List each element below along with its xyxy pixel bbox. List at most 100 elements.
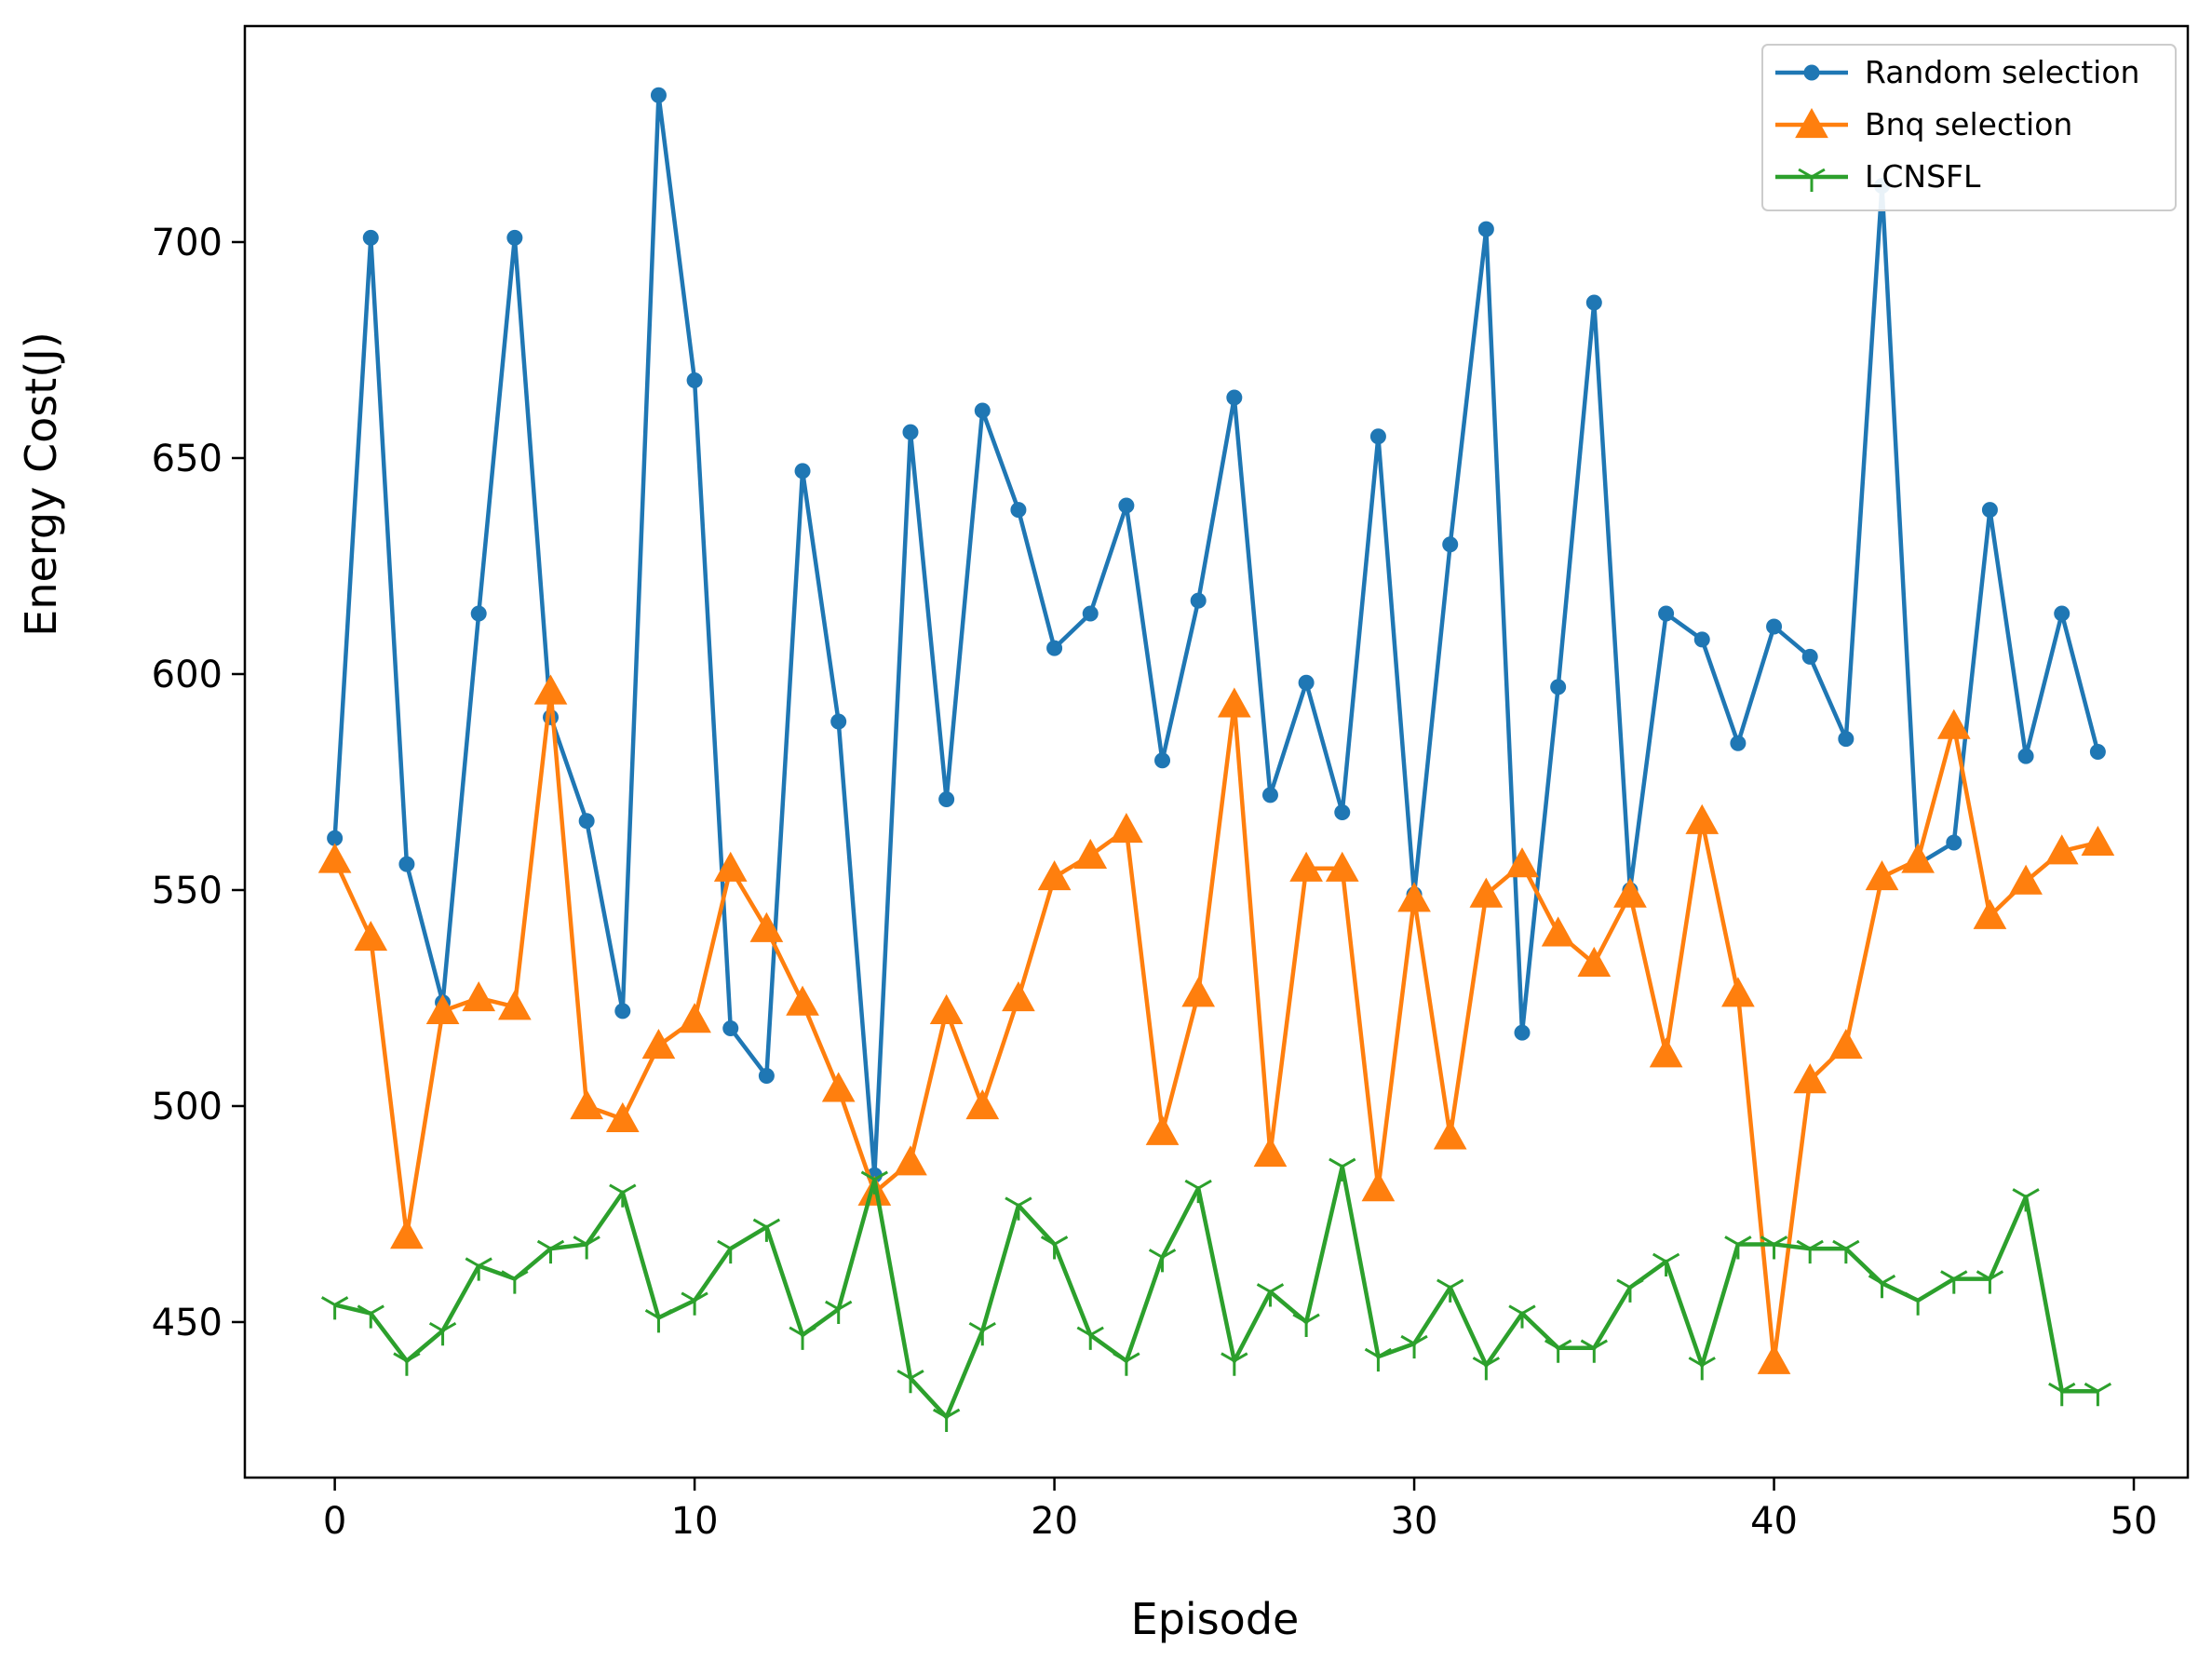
data-point-lcnsfl — [1976, 1270, 2004, 1294]
data-point-lcnsfl — [644, 1309, 673, 1333]
data-point-lcnsfl — [681, 1291, 708, 1316]
data-point-random-selection — [1369, 428, 1386, 445]
data-point-random-selection — [722, 1020, 739, 1036]
data-point-lcnsfl — [1292, 1313, 1320, 1337]
data-point-bnq-selection — [749, 912, 784, 942]
legend-swatch-marker — [1798, 168, 1826, 192]
data-point-random-selection — [2017, 748, 2034, 764]
data-point-bnq-selection — [1828, 1028, 1863, 1060]
series-bnq-selection — [317, 674, 2115, 1374]
data-point-random-selection — [1010, 502, 1027, 519]
data-point-lcnsfl — [1329, 1157, 1356, 1182]
x-tick-label: 30 — [1391, 1500, 1438, 1543]
data-point-random-selection — [1550, 679, 1567, 695]
data-point-random-selection — [1766, 618, 1783, 635]
data-point-random-selection — [2054, 605, 2070, 622]
data-point-bnq-selection — [1793, 1063, 1828, 1094]
data-point-random-selection — [1477, 221, 1494, 237]
data-point-bnq-selection — [1505, 847, 1539, 878]
data-point-random-selection — [794, 463, 811, 479]
data-point-random-selection — [1585, 294, 1602, 311]
y-tick-label: 500 — [152, 1086, 223, 1128]
data-point-bnq-selection — [786, 985, 819, 1016]
data-point-random-selection — [902, 424, 919, 440]
data-point-bnq-selection — [1973, 898, 2007, 929]
data-point-random-selection — [1298, 674, 1315, 691]
data-point-bnq-selection — [929, 993, 964, 1024]
data-point-lcnsfl — [789, 1326, 816, 1350]
data-point-lcnsfl — [1076, 1326, 1104, 1350]
legend-box — [1761, 44, 2177, 211]
data-point-bnq-selection — [354, 920, 388, 952]
data-point-lcnsfl — [536, 1239, 565, 1264]
data-point-lcnsfl — [1400, 1334, 1428, 1359]
data-point-bnq-selection — [1865, 860, 1899, 891]
data-point-lcnsfl — [1005, 1196, 1032, 1221]
data-point-random-selection — [1658, 605, 1675, 622]
data-point-bnq-selection — [1577, 946, 1612, 977]
data-point-random-selection — [398, 856, 415, 872]
data-point-bnq-selection — [713, 851, 748, 882]
data-point-bnq-selection — [1181, 977, 1216, 1007]
data-point-lcnsfl — [1364, 1347, 1393, 1372]
x-tick-label: 50 — [2111, 1500, 2158, 1543]
data-point-lcnsfl — [1040, 1236, 1069, 1260]
data-point-lcnsfl — [932, 1408, 961, 1433]
data-point-lcnsfl — [860, 1170, 889, 1195]
legend-swatch-marker — [1795, 107, 1828, 139]
y-tick-label: 650 — [152, 438, 223, 480]
data-point-lcnsfl — [465, 1257, 492, 1281]
data-point-lcnsfl — [1904, 1291, 1932, 1316]
data-point-bnq-selection — [821, 1072, 856, 1102]
data-point-random-selection — [830, 713, 847, 730]
data-point-random-selection — [1118, 497, 1135, 514]
data-point-lcnsfl — [1148, 1249, 1177, 1273]
data-point-lcnsfl — [609, 1183, 637, 1208]
data-point-lcnsfl — [717, 1239, 745, 1264]
data-point-lcnsfl — [1113, 1352, 1140, 1376]
legend[interactable]: Random selection Bnq selection LCNSFL — [1761, 44, 2177, 211]
data-point-random-selection — [1693, 631, 1710, 648]
data-point-random-selection — [470, 605, 487, 622]
data-point-bnq-selection — [1145, 1114, 1180, 1145]
data-point-random-selection — [1082, 605, 1099, 622]
data-point-random-selection — [2089, 744, 2106, 760]
data-point-lcnsfl — [1868, 1274, 1896, 1299]
data-point-bnq-selection — [1649, 1037, 1683, 1068]
x-tick-label: 0 — [323, 1500, 346, 1543]
data-point-bnq-selection — [678, 1003, 711, 1033]
data-point-bnq-selection — [1361, 1171, 1396, 1202]
data-point-bnq-selection — [1721, 977, 1755, 1007]
data-point-bnq-selection — [605, 1101, 640, 1132]
legend-swatch-marker — [1803, 64, 1820, 81]
data-point-random-selection — [362, 229, 379, 246]
data-point-lcnsfl — [501, 1270, 529, 1294]
data-point-lcnsfl — [1616, 1278, 1644, 1303]
data-point-bnq-selection — [1397, 882, 1431, 912]
data-point-random-selection — [1334, 803, 1351, 820]
data-point-bnq-selection — [1073, 838, 1108, 869]
data-point-bnq-selection — [1541, 916, 1575, 947]
data-point-bnq-selection — [1110, 812, 1143, 844]
legend-item-random-selection[interactable]: Random selection — [1775, 54, 2139, 90]
legend-item-bnq-selection[interactable]: Bnq selection — [1775, 106, 2072, 142]
data-point-random-selection — [650, 87, 667, 103]
data-point-lcnsfl — [320, 1296, 349, 1320]
data-point-lcnsfl — [1580, 1339, 1608, 1363]
data-point-bnq-selection — [894, 1145, 927, 1176]
data-point-bnq-selection — [1037, 860, 1072, 891]
data-point-bnq-selection — [1901, 843, 1935, 873]
data-point-bnq-selection — [533, 674, 568, 705]
data-point-random-selection — [974, 402, 991, 419]
data-point-random-selection — [686, 371, 703, 388]
data-point-lcnsfl — [428, 1321, 457, 1346]
legend-label: Random selection — [1865, 54, 2139, 90]
data-point-bnq-selection — [317, 843, 352, 873]
data-point-bnq-selection — [2081, 825, 2115, 857]
data-point-lcnsfl — [2084, 1382, 2112, 1407]
data-point-bnq-selection — [425, 993, 460, 1024]
legend-item-lcnsfl[interactable]: LCNSFL — [1775, 158, 1981, 195]
data-point-bnq-selection — [1685, 803, 1720, 834]
data-point-random-selection — [1226, 389, 1243, 406]
